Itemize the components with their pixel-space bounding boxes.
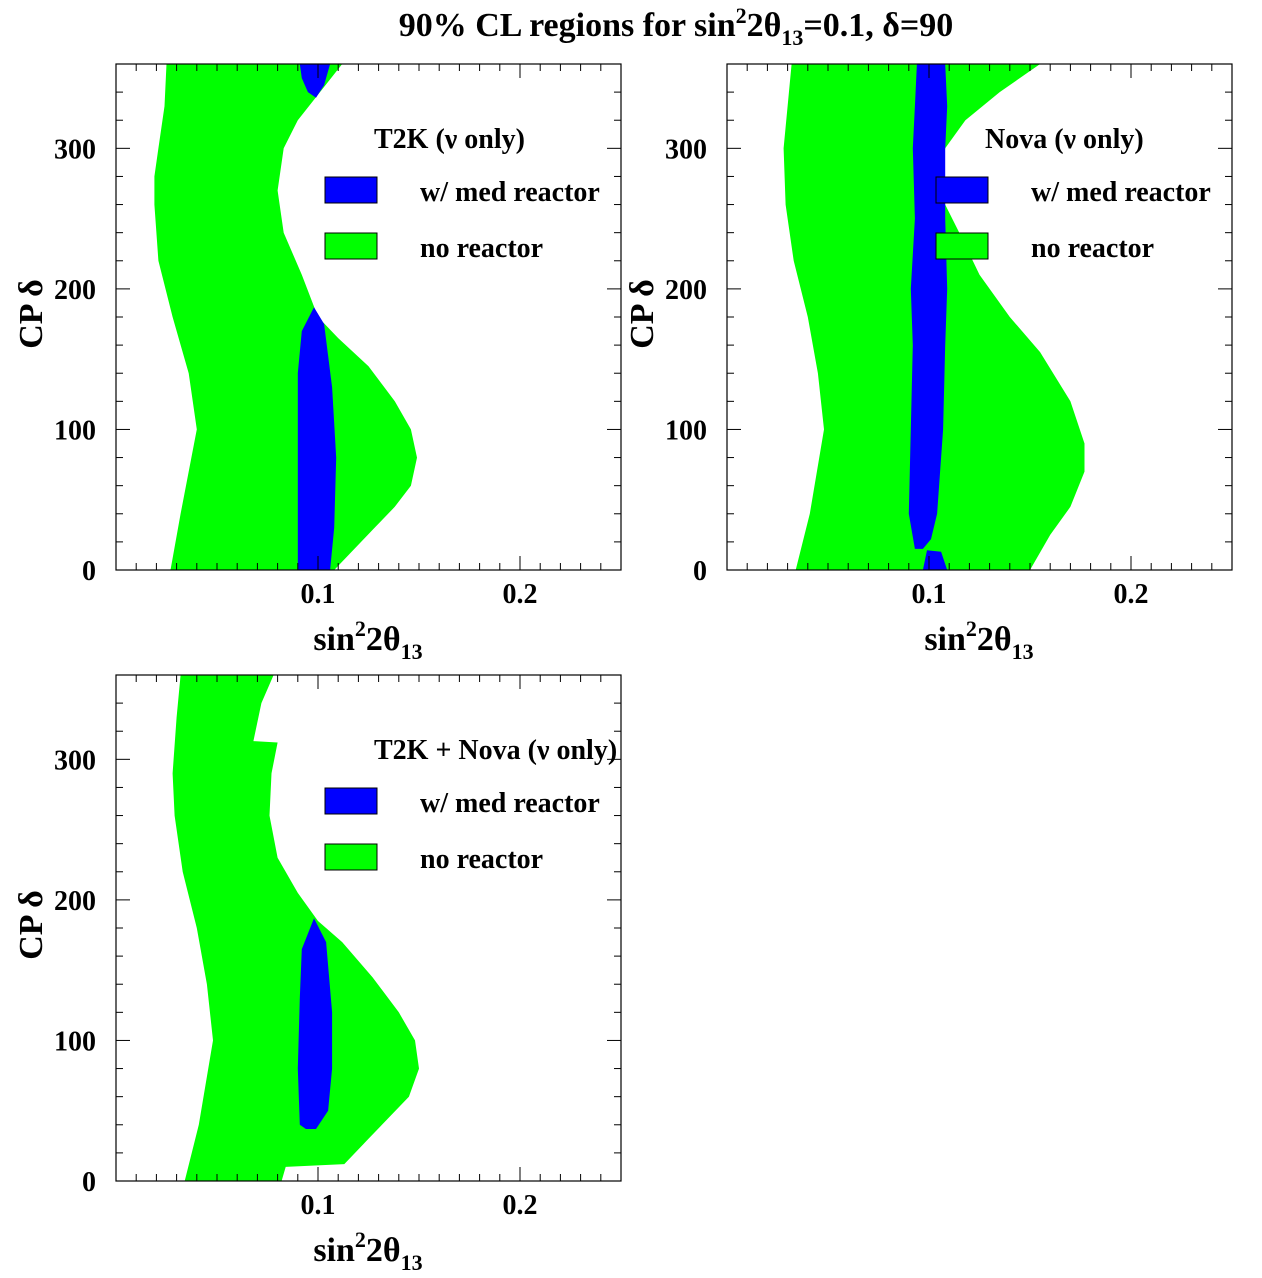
x-tick-label: 0.2 [503, 1190, 538, 1221]
y-tick-label: 0 [693, 556, 707, 587]
region-w-med-reactor-0 [297, 307, 337, 570]
x-axis-label: sin22θ13 [924, 616, 1033, 664]
x-tick-label: 0.2 [1114, 579, 1149, 610]
legend-entry: no reactor [420, 233, 543, 264]
legend: T2K (ν only) w/ med reactor no reactor [324, 124, 600, 264]
plot-area [154, 64, 417, 570]
y-tick-label: 200 [54, 275, 96, 306]
region-no-reactor-0 [172, 675, 419, 1181]
figure-title: 90% CL regions for sin22θ13=0.1, δ=90 [399, 3, 954, 50]
legend-swatch-with-reactor [324, 787, 378, 815]
region-no-reactor-0 [154, 64, 417, 570]
y-tick-label: 300 [54, 745, 96, 776]
legend-entry: w/ med reactor [420, 788, 600, 819]
legend-swatch-with-reactor [935, 176, 989, 204]
legend-swatch-with-reactor [324, 176, 378, 204]
title-prefix: 90% CL regions for sin [399, 7, 736, 44]
legend-entry: no reactor [420, 844, 543, 875]
y-tick-label: 200 [665, 275, 707, 306]
y-tick-label: 0 [82, 1167, 96, 1198]
legend: T2K + Nova (ν only) w/ med reactor no reac… [324, 735, 617, 875]
y-tick-label: 200 [54, 886, 96, 917]
y-tick-label: 0 [82, 556, 96, 587]
chart-panel-bottom-left: 0.1 0.2 0 100 200 300 sin22θ13 CP δ T2K + Nova (… [13, 674, 622, 1275]
x-axis-label: sin22θ13 [313, 616, 422, 664]
legend-swatch-no-reactor [935, 232, 989, 260]
y-tick-label: 100 [54, 1026, 96, 1057]
plot-area [172, 675, 419, 1181]
x-tick-label: 0.1 [301, 579, 336, 610]
title-suffix: =0.1, δ=90 [803, 7, 953, 44]
legend-entry: w/ med reactor [1031, 177, 1211, 208]
region-w-med-reactor-1 [299, 64, 331, 98]
y-tick-label: 100 [54, 415, 96, 446]
legend-title: Nova (ν only) [985, 124, 1144, 155]
legend-swatch-no-reactor [324, 843, 378, 871]
title-mid: 2θ [747, 7, 782, 44]
title-sup: 2 [736, 3, 747, 28]
chart-panel-top-right: 0.1 0.2 0 100 200 300 sin22θ13 CP δ Nova (ν only… [624, 63, 1233, 664]
title-sub: 13 [781, 25, 803, 50]
legend: Nova (ν only) w/ med reactor no reactor [935, 124, 1211, 264]
y-axis-label: CP δ [624, 279, 661, 349]
legend-title: T2K + Nova (ν only) [374, 735, 617, 766]
x-tick-label: 0.1 [912, 579, 947, 610]
y-tick-label: 300 [54, 134, 96, 165]
y-axis-label: CP δ [13, 890, 50, 960]
region-w-med-reactor-0 [297, 918, 333, 1129]
legend-entry: no reactor [1031, 233, 1154, 264]
chart-panel-top-left: 0.1 0.2 0 100 200 300 sin22θ13 CP δ T2K (ν only)… [13, 63, 622, 664]
legend-entry: w/ med reactor [420, 177, 600, 208]
legend-swatch-no-reactor [324, 232, 378, 260]
y-axis-label: CP δ [13, 279, 50, 349]
x-tick-label: 0.1 [301, 1190, 336, 1221]
x-axis-label: sin22θ13 [313, 1227, 422, 1275]
x-tick-label: 0.2 [503, 579, 538, 610]
legend-title: T2K (ν only) [374, 124, 525, 155]
y-tick-label: 300 [665, 134, 707, 165]
y-tick-label: 100 [665, 415, 707, 446]
